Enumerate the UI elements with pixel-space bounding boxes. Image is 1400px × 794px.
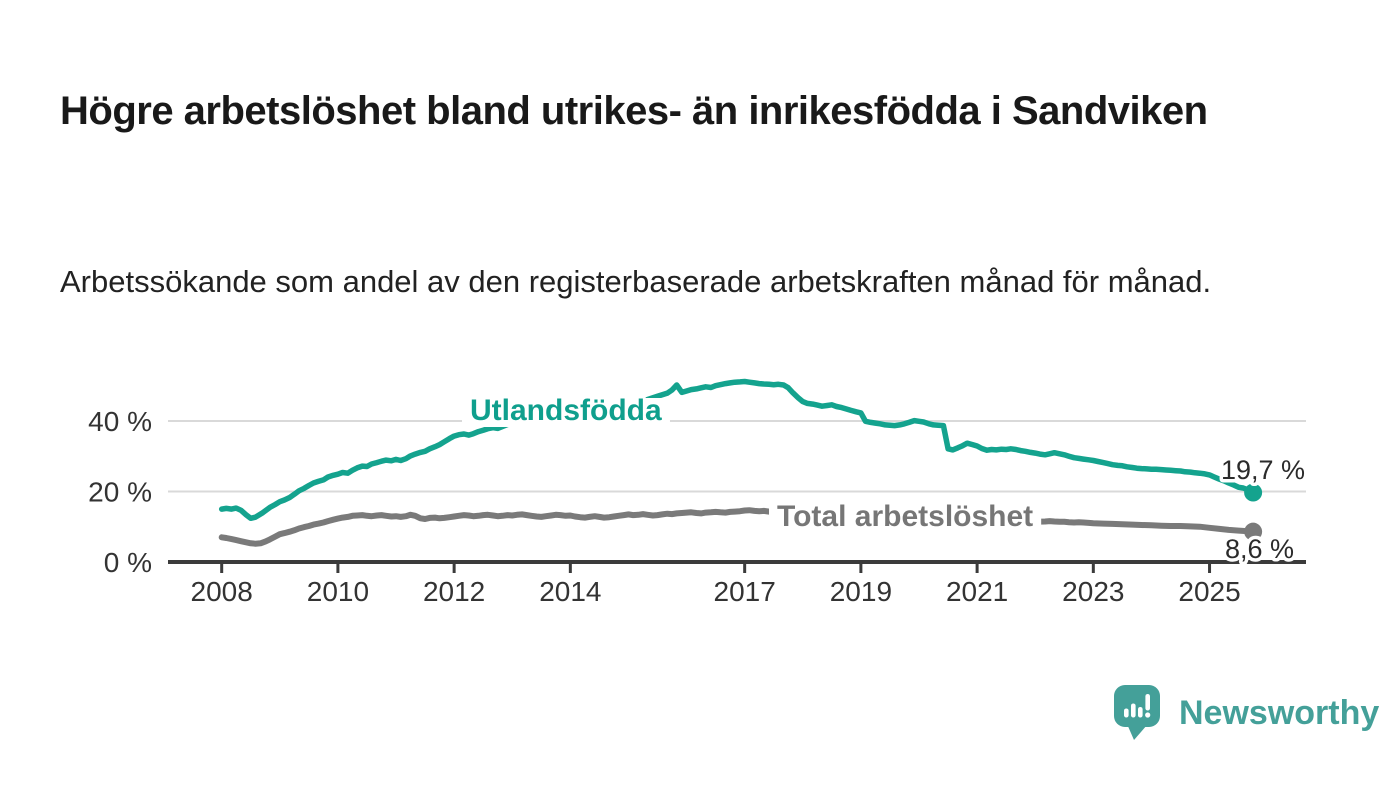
series-line-total (218, 507, 1257, 547)
series-label-backing (462, 398, 670, 427)
x-tick-label: 2012 (423, 576, 485, 607)
x-tick-label: 2019 (830, 576, 892, 607)
x-tick-label: 2017 (714, 576, 776, 607)
series-end-value-label: 19,7 % (1221, 455, 1305, 485)
series-line-utlandsfodda (218, 378, 1256, 522)
series-end-value-label: 8,6 % (1225, 534, 1294, 564)
brand-footer: Newsworthy (1113, 684, 1379, 742)
x-tick-label: 2023 (1062, 576, 1124, 607)
y-tick-label: 20 % (88, 476, 152, 507)
y-tick-label: 0 % (104, 547, 152, 578)
series-label-backing (769, 504, 1042, 533)
y-tick-label: 40 % (88, 406, 152, 437)
x-tick-label: 2008 (191, 576, 253, 607)
series-end-dot (1244, 522, 1263, 541)
newsworthy-logo-icon (1114, 685, 1160, 740)
x-tick-label: 2010 (307, 576, 369, 607)
chart-subtitle: Arbetssökande som andel av den registerb… (60, 264, 1212, 299)
series-end-dot (1244, 483, 1263, 502)
series-label-utlandsfodda: Utlandsfödda (470, 394, 662, 427)
x-tick-label: 2021 (946, 576, 1008, 607)
series-label-total: Total arbetslöshet (777, 500, 1033, 533)
x-tick-label: 2025 (1178, 576, 1240, 607)
page-title: Högre arbetslöshet bland utrikes- än inr… (60, 88, 1208, 133)
brand-name: Newsworthy (1179, 693, 1380, 732)
x-tick-label: 2014 (539, 576, 601, 607)
